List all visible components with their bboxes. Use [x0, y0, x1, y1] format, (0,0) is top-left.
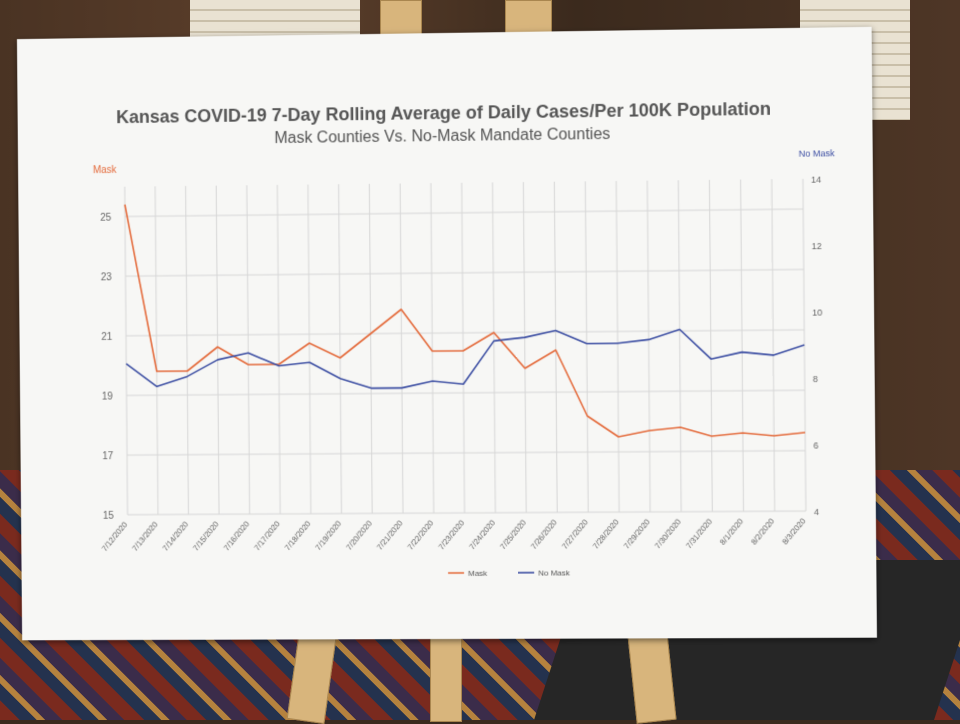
right-axis-title: No Mask: [799, 148, 836, 159]
series-line: [125, 197, 805, 440]
left-axis-tick-label: 15: [103, 511, 115, 522]
x-axis-tick-label: 7/16/2020: [222, 519, 252, 552]
grid-line-vertical: [369, 184, 372, 514]
x-axis-tick-label: 7/18/2020: [283, 519, 313, 552]
grid-line-vertical: [647, 181, 650, 512]
x-axis-tick-label: 7/13/2020: [130, 520, 160, 553]
grid-line-vertical: [339, 184, 342, 513]
x-axis-tick-label: 7/30/2020: [653, 517, 683, 551]
grid-line-horizontal: [126, 330, 804, 336]
grid-line-vertical: [772, 179, 775, 511]
left-axis-tick-label: 17: [102, 451, 114, 462]
grid-line-vertical: [493, 182, 496, 512]
x-axis-tick-label: 7/25/2020: [498, 518, 528, 552]
grid-line-vertical: [125, 187, 128, 515]
grid-line-vertical: [523, 182, 526, 512]
x-axis-tick-label: 7/22/2020: [406, 518, 436, 552]
grid-line-vertical: [247, 185, 250, 514]
left-axis-tick-label: 19: [102, 392, 114, 403]
x-axis-tick-label: 7/31/2020: [684, 517, 714, 551]
grid-line-vertical: [155, 186, 158, 514]
grid-line-vertical: [678, 180, 681, 511]
x-axis-tick-label: 7/23/2020: [437, 518, 467, 552]
left-axis-tick-label: 23: [101, 272, 113, 283]
x-axis-tick-label: 7/12/2020: [100, 520, 130, 553]
grid-line-vertical: [186, 186, 189, 514]
right-axis-tick-label: 10: [812, 307, 822, 317]
right-axis-tick-label: 12: [812, 241, 822, 251]
series-line: [126, 328, 805, 390]
left-axis-title: Mask: [93, 165, 117, 176]
chart: 15 17 19 21 23 25 4 6 8 10 12 14 Mask No Mask 7/12/202…: [17, 27, 877, 640]
x-axis-tick-label: 7/17/2020: [252, 519, 282, 552]
grid-line-vertical: [585, 181, 588, 512]
grid-line-horizontal: [128, 511, 806, 515]
x-axis-tick-label: 8/1/2020: [718, 516, 745, 546]
x-axis-tick-label: 7/26/2020: [529, 517, 559, 551]
x-axis-tick-label: 7/21/2020: [375, 518, 405, 552]
grid-line-horizontal: [125, 269, 803, 276]
right-axis-tick-label: 4: [814, 507, 819, 517]
legend-label: Mask: [468, 569, 487, 578]
right-axis-tick-label: 14: [811, 175, 821, 185]
x-axis-tick-label: 7/24/2020: [467, 518, 497, 552]
right-axis-tick-label: 6: [813, 440, 818, 450]
right-axis-tick-label: 8: [813, 374, 818, 384]
left-axis-tick-label: 21: [101, 332, 113, 343]
grid-line-vertical: [709, 180, 712, 512]
poster-board: Kansas COVID-19 7-Day Rolling Average of…: [17, 27, 877, 640]
x-axis-tick-label: 7/14/2020: [161, 519, 191, 552]
x-axis-tick-label: 7/29/2020: [622, 517, 652, 551]
grid-line-horizontal: [127, 390, 805, 395]
x-axis-tick-label: 7/15/2020: [191, 519, 221, 552]
x-axis-tick-label: 7/27/2020: [560, 517, 590, 551]
x-axis-tick-label: 7/28/2020: [591, 517, 621, 551]
grid-line-horizontal: [127, 451, 805, 455]
grid-line-vertical: [216, 186, 219, 515]
x-axis-tick-label: 7/20/2020: [344, 518, 374, 551]
grid-line-vertical: [554, 182, 557, 513]
grid-line-vertical: [431, 183, 434, 513]
grid-line-vertical: [462, 183, 465, 513]
x-axis-tick-label: 8/3/2020: [780, 516, 807, 546]
grid-line-vertical: [400, 183, 403, 513]
x-axis-tick-label: 7/19/2020: [314, 519, 344, 552]
grid-line-horizontal: [125, 209, 803, 216]
grid-line-vertical: [741, 180, 744, 512]
left-axis-tick-label: 25: [100, 213, 112, 224]
grid-line-vertical: [277, 185, 280, 514]
legend-label: No Mask: [538, 568, 570, 577]
grid-line-vertical: [616, 181, 619, 512]
x-axis-tick-label: 8/2/2020: [749, 516, 776, 546]
grid-line-vertical: [308, 185, 311, 514]
